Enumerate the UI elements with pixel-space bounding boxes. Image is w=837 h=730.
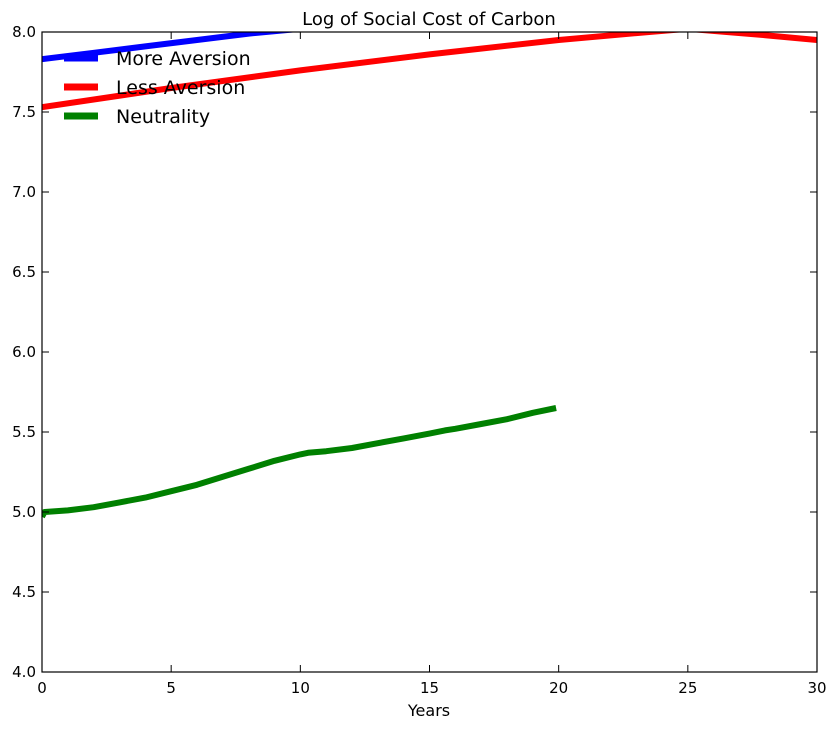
y-tick-label: 5.0 <box>12 503 36 521</box>
x-tick-label: 20 <box>549 679 568 697</box>
series-line-2 <box>42 405 557 519</box>
x-tick-label: 10 <box>291 679 310 697</box>
legend: More Aversion Less Aversion Neutrality <box>64 48 251 128</box>
x-tick-label: 0 <box>37 679 47 697</box>
y-tick-label: 7.5 <box>12 103 36 121</box>
y-tick-label: 4.0 <box>12 663 36 681</box>
legend-label-0: More Aversion <box>116 48 251 70</box>
y-tick-label: 6.5 <box>12 263 36 281</box>
y-tick-label: 7.0 <box>12 183 36 201</box>
x-tick-label: 30 <box>807 679 826 697</box>
y-tick-label: 6.0 <box>12 343 36 361</box>
series-line-0 <box>42 32 299 63</box>
plot-frame <box>41 31 818 673</box>
y-tick-label: 8.0 <box>12 23 36 41</box>
y-tick-label: 4.5 <box>12 583 36 601</box>
y-tick-label: 5.5 <box>12 423 36 441</box>
legend-label-2: Neutrality <box>116 106 210 128</box>
chart-title: Log of Social Cost of Carbon <box>302 9 556 30</box>
series-line-1 <box>42 32 817 111</box>
x-axis-label: Years <box>407 701 450 720</box>
x-tick-label: 5 <box>166 679 176 697</box>
x-tick-label: 25 <box>678 679 697 697</box>
x-tick-label: 15 <box>420 679 439 697</box>
legend-label-1: Less Aversion <box>116 77 245 99</box>
